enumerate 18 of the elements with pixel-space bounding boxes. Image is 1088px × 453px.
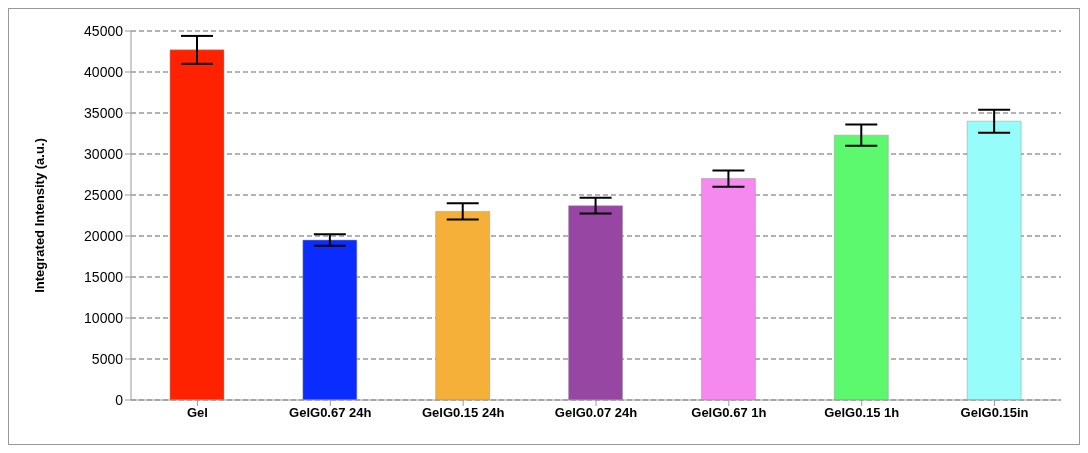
y-axis-title: Integrated Intensity (a.u.) bbox=[31, 138, 47, 293]
x-tick-label: GelG0.07 24h bbox=[554, 405, 638, 421]
y-tick-label: 30000 bbox=[84, 145, 124, 162]
y-tick-label: 15000 bbox=[84, 268, 124, 285]
y-tick-label: 35000 bbox=[84, 104, 124, 121]
y-tick-label: 45000 bbox=[84, 22, 124, 39]
x-tick-label: GelG0.67 24h bbox=[289, 405, 372, 421]
y-tick-label: 25000 bbox=[84, 186, 124, 203]
x-tick-label: Gel bbox=[186, 405, 208, 421]
y-tick-label: 40000 bbox=[84, 63, 124, 80]
y-tick-label: 10000 bbox=[84, 309, 124, 326]
x-tick-label: GelG0.15in bbox=[960, 405, 1029, 421]
y-tick-label: 20000 bbox=[84, 227, 124, 244]
y-tick-label: 0 bbox=[115, 391, 124, 408]
x-tick-label: GelG0.15 1h bbox=[824, 405, 900, 421]
x-tick-label: GelG0.15 24h bbox=[421, 405, 505, 421]
y-tick-label: 5000 bbox=[91, 350, 124, 367]
x-tick-label: GelG0.67 1h bbox=[691, 405, 767, 421]
